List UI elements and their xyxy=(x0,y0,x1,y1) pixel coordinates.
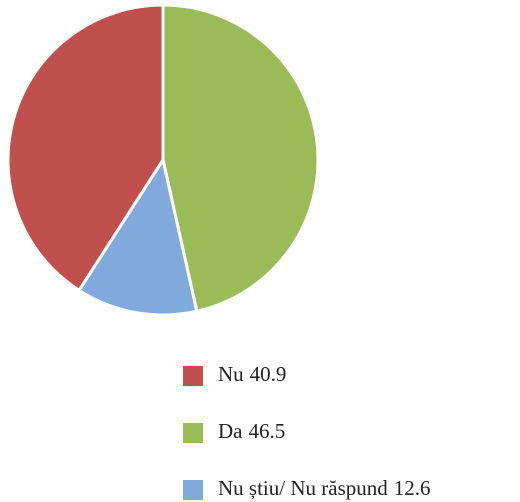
pie-slice xyxy=(77,156,199,317)
pie-slice xyxy=(161,3,320,314)
legend-value: 40.9 xyxy=(250,362,287,386)
legend-category: Nu xyxy=(218,362,244,386)
legend-label: Nu știu/ Nu răspund 12.6 xyxy=(218,476,431,500)
legend-swatch xyxy=(183,423,203,443)
legend-value: 12.6 xyxy=(394,476,431,500)
legend-label: Da 46.5 xyxy=(218,419,285,443)
legend-swatch xyxy=(183,366,203,386)
legend-category: Nu știu/ Nu răspund xyxy=(218,476,388,500)
legend-value: 46.5 xyxy=(249,419,286,443)
legend-category: Da xyxy=(218,419,243,443)
legend-swatch xyxy=(183,480,203,500)
legend-label: Nu 40.9 xyxy=(218,362,286,386)
